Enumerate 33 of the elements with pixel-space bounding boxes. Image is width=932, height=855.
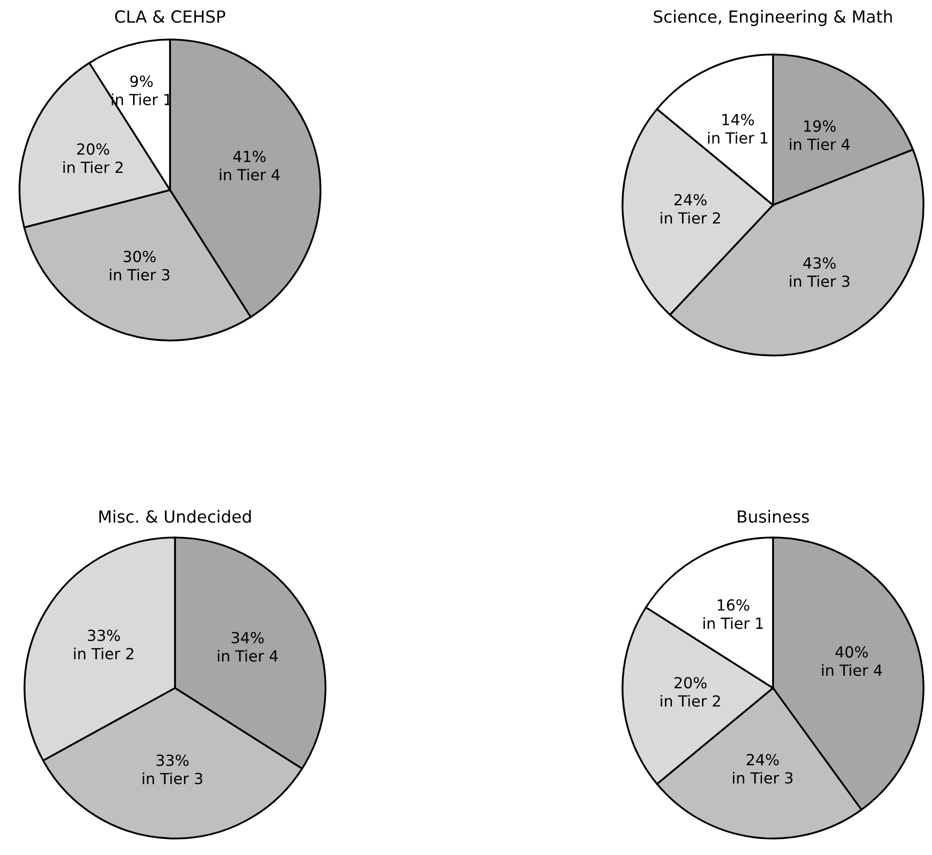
slice-label: in Tier 4	[218, 650, 278, 662]
data-label: 43%	[803, 257, 836, 269]
chart-title: Misc. & Undecided	[99, 510, 251, 523]
slice-label: in Tier 3	[142, 772, 202, 784]
data-label: 20%	[674, 676, 707, 688]
chart-title: CLA & CEHSP	[115, 10, 226, 23]
data-label: 9%	[130, 75, 153, 88]
slice-label: in Tier 2	[660, 212, 720, 224]
data-label: 30%	[124, 250, 156, 262]
slice-label: in Tier 3	[110, 268, 170, 281]
data-label: 20%	[77, 143, 110, 155]
slice-label: in Tier 3	[732, 772, 792, 784]
slice-label: in Tier 4	[790, 138, 850, 150]
data-label: 24%	[746, 754, 779, 766]
slice-label: in Tier 1	[708, 132, 768, 144]
slice-label: in Tier 4	[822, 664, 882, 676]
data-label: 41%	[233, 150, 266, 162]
data-label: 24%	[674, 194, 707, 206]
data-label: 19%	[804, 120, 836, 132]
slice-label: in Tier 2	[74, 648, 134, 660]
data-label: 33%	[88, 630, 120, 642]
data-label: 40%	[835, 646, 868, 658]
data-label: 16%	[718, 599, 750, 611]
data-label: 33%	[156, 754, 189, 766]
data-label: 14%	[722, 114, 754, 126]
slice-label: in Tier 1	[703, 617, 763, 630]
slice-label: in Tier 2	[660, 694, 720, 707]
data-label: 34%	[232, 632, 264, 644]
slice-label: in Tier 4	[220, 168, 280, 180]
slice-label: in Tier 2	[63, 161, 123, 174]
slice-label: in Tier 3	[790, 275, 850, 288]
chart-title: Science, Engineering & Math	[654, 10, 892, 26]
chart-title: Business	[738, 510, 809, 523]
